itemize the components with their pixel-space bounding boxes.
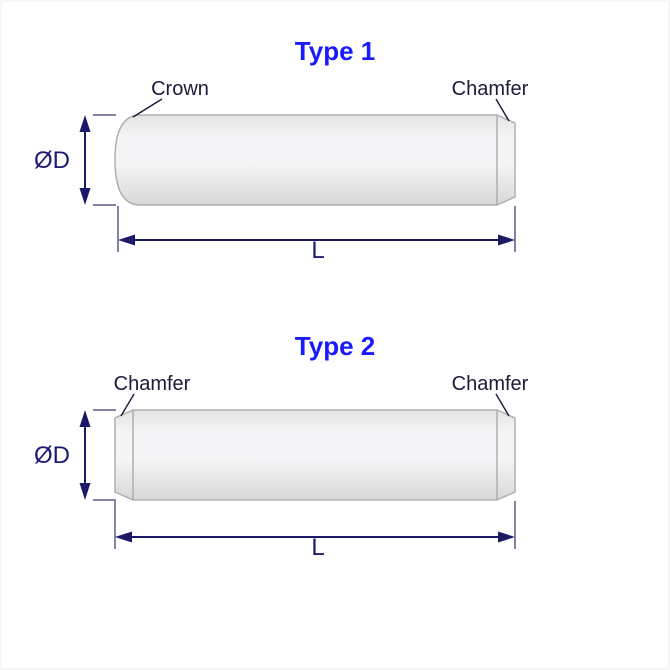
chamfer-label-t2-right: Chamfer — [452, 373, 529, 395]
type2-title: Type 2 — [295, 331, 375, 361]
length-label-t2: L — [311, 534, 324, 561]
crown-label: Crown — [151, 78, 209, 100]
length-label-t1: L — [311, 237, 324, 264]
chamfer-label-t2-left: Chamfer — [114, 373, 191, 395]
chamfer-label-t1: Chamfer — [452, 78, 529, 100]
diagram-svg: Type 1 Crown Chamfer ØD L Type 2 Chamfer Chamfe… — [0, 0, 670, 670]
diameter-label-t2: ØD — [34, 442, 70, 469]
pin-type1 — [115, 115, 515, 205]
diameter-label-t1: ØD — [34, 147, 70, 174]
type1-title: Type 1 — [295, 36, 375, 66]
pin-type2 — [115, 410, 515, 500]
